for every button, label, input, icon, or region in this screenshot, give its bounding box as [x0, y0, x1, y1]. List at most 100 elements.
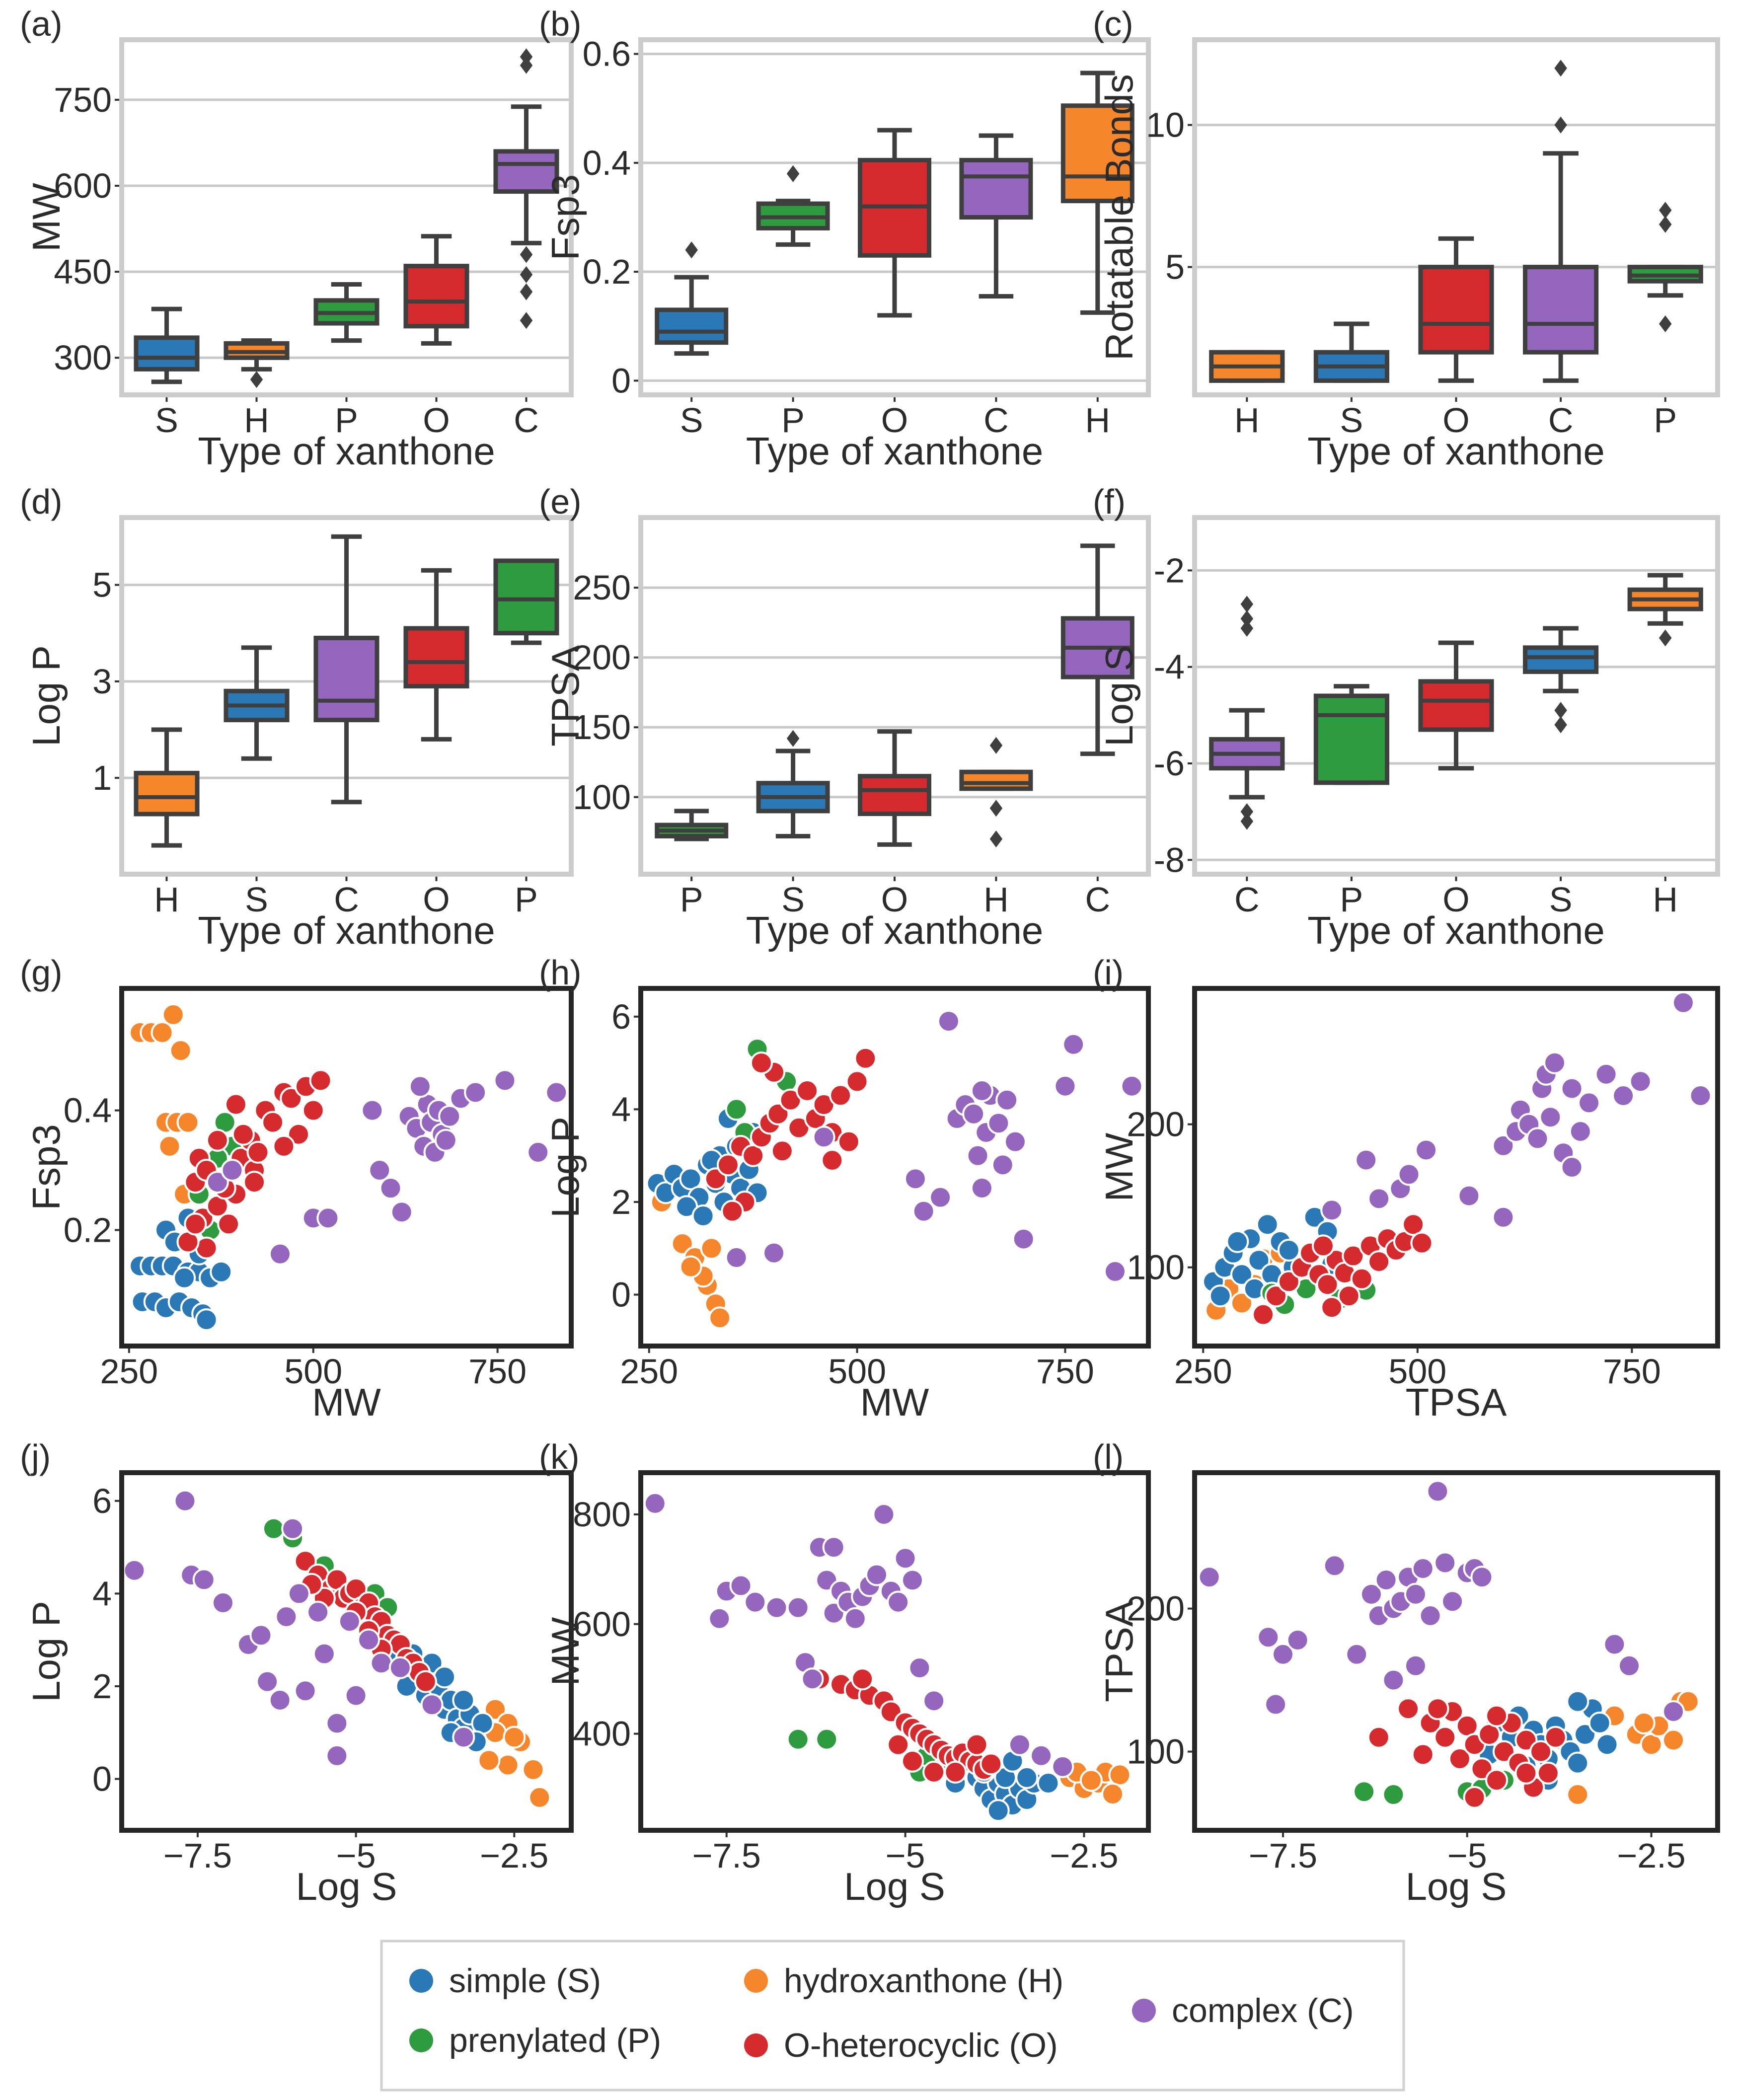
- point-O: [1367, 1250, 1391, 1274]
- point-C: [379, 1177, 402, 1200]
- y-tick-label: 200: [573, 638, 631, 677]
- point-O: [1277, 1270, 1300, 1293]
- point-C: [275, 1605, 298, 1629]
- x-tick-label: 500: [828, 1352, 886, 1391]
- point-O: [217, 1212, 240, 1236]
- point-C: [1264, 1693, 1287, 1716]
- panel-label: (d): [20, 482, 63, 521]
- x-tick-label: H: [1085, 401, 1111, 440]
- point-O: [851, 1667, 874, 1691]
- point-O: [980, 1752, 1003, 1776]
- point-C: [1404, 1654, 1427, 1677]
- point-H: [496, 1753, 520, 1777]
- point-C: [1003, 1130, 1027, 1153]
- point-C: [708, 1607, 731, 1630]
- box-H: [959, 737, 1033, 848]
- point-C: [922, 1689, 946, 1713]
- point-C: [765, 1596, 788, 1619]
- point-H: [700, 1237, 723, 1260]
- x-tick-label: C: [334, 880, 359, 919]
- point-C: [1578, 1091, 1601, 1115]
- panel-i: (i) 100 200 250 500 750 TPSA MW: [1093, 953, 1720, 1424]
- x-tick-label: −2.5: [480, 1836, 548, 1875]
- point-C: [370, 1651, 393, 1675]
- scatter-points: [123, 1489, 551, 1809]
- point-S: [1015, 1766, 1039, 1789]
- outlier-marker: [520, 283, 533, 300]
- panel-label: (k): [539, 1437, 580, 1476]
- x-tick-label: C: [1234, 880, 1260, 919]
- outlier-marker: [989, 830, 1003, 848]
- x-tick-label: O: [881, 880, 908, 919]
- box-S: [756, 730, 830, 838]
- outlier-marker: [1240, 610, 1254, 627]
- point-C: [1457, 1184, 1481, 1207]
- panel-label: (e): [539, 482, 582, 521]
- point-C: [344, 1684, 368, 1707]
- point-O: [770, 1139, 794, 1163]
- point-S: [1595, 1733, 1619, 1756]
- x-axis-label: MW: [312, 1380, 381, 1424]
- panel-label: (b): [539, 4, 582, 43]
- point-O: [837, 1130, 860, 1153]
- point-C: [1594, 1062, 1618, 1086]
- point-C: [361, 1099, 384, 1122]
- point-H: [151, 1021, 174, 1045]
- point-C: [281, 1517, 304, 1540]
- point-C: [995, 1088, 1019, 1112]
- point-C: [1560, 1156, 1584, 1179]
- point-H: [176, 1111, 200, 1134]
- y-tick-label: 600: [54, 166, 112, 205]
- point-C: [812, 1125, 835, 1149]
- point-O: [261, 1111, 285, 1134]
- y-tick-label: 400: [573, 1715, 631, 1753]
- point-O: [414, 1670, 437, 1693]
- x-tick-label: 250: [1174, 1352, 1232, 1391]
- point-O: [944, 1760, 967, 1784]
- y-tick-label: 800: [573, 1495, 631, 1534]
- point-C: [388, 1656, 412, 1679]
- x-tick-label: P: [335, 401, 358, 440]
- point-O: [854, 1047, 877, 1070]
- point-C: [1367, 1187, 1391, 1210]
- point-C: [904, 1167, 927, 1191]
- point-O: [1529, 1740, 1553, 1763]
- point-O: [1514, 1761, 1538, 1785]
- point-O: [1320, 1296, 1344, 1319]
- y-tick-label: 200: [1127, 1105, 1185, 1144]
- x-axis-label: Type of xanthone: [746, 908, 1043, 952]
- box-rect: [1522, 645, 1599, 674]
- point-C: [1374, 1569, 1398, 1591]
- legend-item-P: prenylated (P): [409, 2022, 661, 2059]
- outlier-marker: [1659, 315, 1672, 332]
- x-axis-label: Log S: [296, 1865, 397, 1908]
- point-C: [901, 1569, 924, 1592]
- y-tick-label: 3: [92, 662, 112, 701]
- box-S: [1313, 321, 1390, 383]
- box-O: [858, 729, 931, 847]
- point-C: [1012, 1227, 1035, 1251]
- y-tick-label: 300: [54, 338, 112, 377]
- point-C: [1257, 1626, 1280, 1649]
- point-H: [158, 1134, 181, 1158]
- legend-label: hydroxanthone (H): [784, 1962, 1063, 2000]
- outlier-marker: [1240, 803, 1254, 821]
- point-O: [243, 1171, 266, 1194]
- box-rect: [655, 307, 729, 345]
- point-S: [210, 1260, 233, 1283]
- outlier-marker: [1554, 116, 1567, 134]
- outlier-marker: [520, 266, 533, 283]
- legend-frame: [380, 1940, 1405, 2092]
- point-S: [679, 1167, 702, 1191]
- point-O: [1434, 1725, 1457, 1749]
- point-C: [192, 1568, 216, 1591]
- point-C: [287, 1582, 310, 1605]
- point-C: [1271, 1643, 1294, 1666]
- legend-label: O-heterocyclic (O): [784, 2026, 1058, 2064]
- y-tick-label: 750: [54, 80, 112, 119]
- x-tick-label: P: [515, 880, 538, 919]
- point-C: [1526, 1127, 1549, 1150]
- legend-item-C: complex (C): [1132, 1992, 1354, 2029]
- point-H: [1230, 1291, 1253, 1315]
- panel-label: (g): [20, 953, 63, 992]
